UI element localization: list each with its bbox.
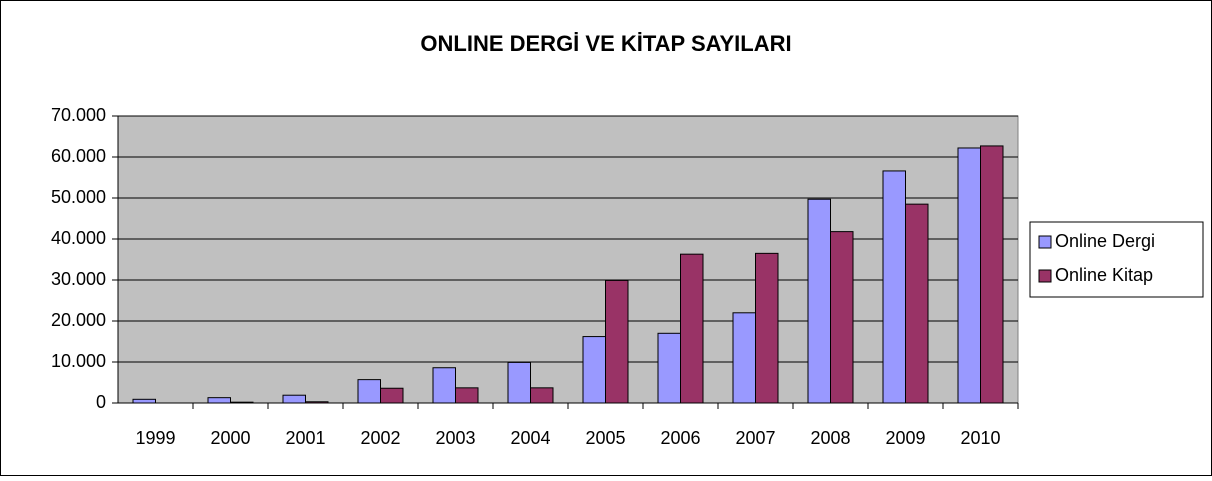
y-tick-label: 40.000 <box>51 228 106 248</box>
x-tick-label: 2003 <box>435 428 475 448</box>
bar <box>657 332 681 404</box>
bar <box>882 170 906 404</box>
legend-box <box>1029 221 1204 298</box>
bar <box>432 367 456 404</box>
x-tick-label: 2000 <box>210 428 250 448</box>
y-tick-label: 60.000 <box>51 146 106 166</box>
y-tick-label: 70.000 <box>51 105 106 125</box>
x-tick-label: 2010 <box>960 428 1000 448</box>
legend-swatch <box>1038 235 1052 249</box>
bar <box>357 379 381 404</box>
legend-label: Online Kitap <box>1055 265 1153 285</box>
x-tick-label: 2002 <box>360 428 400 448</box>
legend-label: Online Dergi <box>1055 231 1155 251</box>
bar <box>732 312 756 404</box>
bar <box>207 397 231 404</box>
x-tick-label: 2007 <box>735 428 775 448</box>
bar <box>507 361 531 404</box>
bar <box>230 401 254 404</box>
y-tick-label: 20.000 <box>51 310 106 330</box>
bar <box>905 203 929 404</box>
bar <box>132 398 156 404</box>
plot-area <box>117 115 1019 404</box>
x-tick-label: 2001 <box>285 428 325 448</box>
bar <box>530 387 554 404</box>
x-tick-label: 2008 <box>810 428 850 448</box>
bar <box>980 145 1004 404</box>
bar <box>282 394 306 404</box>
y-tick-label: 0 <box>96 392 106 412</box>
bar <box>830 231 854 404</box>
x-tick-label: 2005 <box>585 428 625 448</box>
x-tick-label: 2006 <box>660 428 700 448</box>
chart-title: ONLINE DERGİ VE KİTAP SAYILARI <box>420 31 791 56</box>
x-tick-label: 2009 <box>885 428 925 448</box>
bar <box>605 279 629 404</box>
y-tick-label: 10.000 <box>51 351 106 371</box>
x-tick-label: 2004 <box>510 428 550 448</box>
bar <box>582 336 606 404</box>
bar <box>680 253 704 404</box>
bar <box>380 387 404 404</box>
y-tick-label: 50.000 <box>51 187 106 207</box>
legend-swatch <box>1038 269 1052 283</box>
bar <box>305 401 329 404</box>
y-tick-label: 30.000 <box>51 269 106 289</box>
bar <box>755 252 779 404</box>
bar <box>455 387 479 404</box>
x-tick-label: 1999 <box>135 428 175 448</box>
bar <box>957 147 981 404</box>
bar <box>807 198 831 404</box>
